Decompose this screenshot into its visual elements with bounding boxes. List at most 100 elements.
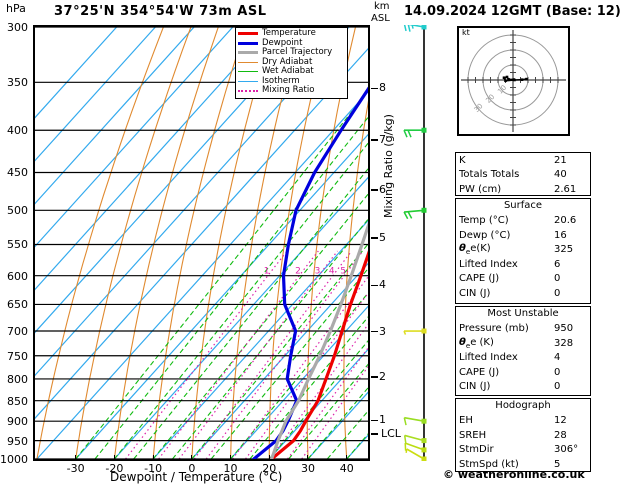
table-row: Pressure (mb) 950 — [456, 322, 590, 337]
pressure-tick-500: 500 — [7, 204, 28, 218]
legend-label: Parcel Trajectory — [262, 47, 333, 58]
table-row: Temp (°C) 20.6 — [456, 214, 590, 229]
table-key: Dewp (°C) — [459, 229, 511, 241]
legend-label: Dry Adiabat — [262, 56, 313, 67]
legend-item-dewpoint: Dewpoint — [238, 37, 345, 49]
table-row: θee(K) 325 — [456, 243, 590, 258]
table-value: 325 — [554, 244, 574, 256]
svg-text:1: 1 — [264, 267, 270, 277]
temp-tick-40: 40 — [339, 462, 354, 475]
page-title: 37°25'N 354°54'W 73m ASL — [54, 4, 267, 19]
legend-item-temperature: Temperature — [238, 29, 345, 39]
table-value: 2.61 — [554, 183, 577, 195]
table-row: SREH 28 — [456, 428, 590, 443]
temp-tick-mark — [191, 455, 193, 461]
legend-swatch — [238, 89, 258, 92]
table-value: 0 — [554, 366, 561, 378]
legend-swatch — [238, 51, 258, 55]
table-key: SREH — [459, 429, 487, 441]
legend-item-parcel-trajectory: Parcel Trajectory — [238, 48, 345, 58]
table-key: CIN (J) — [459, 381, 491, 393]
surface-table: Surface Temp (°C) 20.6 Dewp (°C) 16 θee(K) 325… — [455, 198, 591, 304]
table-row: CAPE (J) 0 — [456, 272, 590, 287]
table-row: Dewp (°C) 16 — [456, 228, 590, 243]
temp-tick-mark — [75, 455, 77, 461]
temp-tick-mark — [268, 455, 270, 461]
table-key: CAPE (J) — [459, 273, 500, 285]
table-row: Lifted Index 6 — [456, 257, 590, 272]
temp-tick--10: -10 — [144, 462, 163, 475]
temp-tick--20: -20 — [105, 462, 124, 475]
height-tick-7: 7 — [379, 132, 386, 146]
pressure-tick-600: 600 — [7, 269, 28, 283]
svg-text:20: 20 — [484, 93, 496, 105]
pressure-tick-650: 650 — [7, 298, 28, 312]
table-key: Pressure (mb) — [459, 323, 529, 335]
temp-tick-10: 10 — [223, 462, 238, 475]
table-row: StmDir 306° — [456, 443, 590, 458]
svg-text:5: 5 — [340, 267, 346, 277]
height-tick-6: 6 — [379, 182, 386, 196]
height-tick-mark-2 — [371, 376, 378, 378]
legend-label: Dewpoint — [262, 37, 303, 48]
temp-tick-mark — [113, 455, 115, 461]
legend-label: Isotherm — [262, 75, 300, 86]
wind-barb-950 — [403, 434, 427, 444]
height-tick-mark-7 — [371, 139, 378, 141]
table-value: 40 — [554, 169, 567, 181]
table-key: Totals Totals — [459, 169, 520, 181]
table-row: Totals Totals 40 — [456, 168, 590, 183]
table-value: 20.6 — [554, 215, 577, 227]
pressure-tick-550: 550 — [7, 238, 28, 252]
temp-tick-mark — [152, 455, 154, 461]
table-row: CIN (J) 0 — [456, 380, 590, 395]
pressure-tick-400: 400 — [7, 124, 28, 138]
wind-barb-300 — [403, 22, 427, 32]
table-row: PW (cm) 2.61 — [456, 182, 590, 197]
pressure-tick-900: 900 — [7, 415, 28, 429]
height-tick-5: 5 — [379, 230, 386, 244]
table-key: Temp (°C) — [459, 215, 509, 227]
table-value: 4 — [554, 352, 561, 364]
legend-label: Temperature — [262, 28, 316, 39]
wind-barbs — [403, 22, 427, 462]
height-tick-3: 3 — [379, 324, 386, 338]
pressure-tick-300: 300 — [7, 21, 28, 34]
mixing-ratio-axis-title: Mixing Ratio (g/kg) — [382, 114, 395, 218]
most-unstable-table: Most Unstable Pressure (mb) 950 θee (K) 328 L… — [455, 306, 591, 396]
legend-label: Mixing Ratio — [262, 85, 315, 96]
svg-text:4: 4 — [329, 267, 335, 277]
table-value: 28 — [554, 429, 567, 441]
lcl-label: LCL — [381, 426, 401, 440]
table-key: Lifted Index — [459, 352, 518, 364]
height-tick-mark-4 — [371, 284, 378, 287]
table-key: PW (cm) — [459, 183, 502, 195]
temp-tick-30: 30 — [300, 462, 315, 475]
svg-text:30: 30 — [473, 102, 485, 114]
height-tick-mark-8 — [371, 87, 378, 90]
table-key: K — [459, 154, 466, 166]
table-key: θee (K) — [459, 336, 494, 350]
temp-tick-0: 0 — [188, 462, 196, 475]
temp-tick-20: 20 — [262, 462, 277, 475]
table-value: 21 — [554, 154, 567, 166]
legend-item-isotherm: Isotherm — [238, 75, 345, 87]
temp-tick-mark — [230, 455, 232, 461]
table-key: Lifted Index — [459, 258, 518, 270]
height-tick-4: 4 — [379, 278, 386, 292]
table-heading: Hodograph — [495, 400, 551, 411]
legend-swatch — [238, 41, 258, 45]
pressure-tick-850: 850 — [7, 394, 28, 408]
hodograph-unit-label: kt — [462, 28, 470, 37]
svg-text:2: 2 — [295, 267, 301, 277]
wind-barb-strip — [400, 22, 448, 462]
pressure-tick-350: 350 — [7, 76, 28, 90]
height-tick-8: 8 — [379, 81, 386, 95]
legend-swatch — [238, 71, 258, 73]
datetime-title: 14.09.2024 12GMT (Base: 12) — [404, 4, 621, 19]
hodograph-panel[interactable]: 10 20 30 — [457, 26, 570, 136]
legend-item-mixing-ratio: Mixing Ratio — [238, 86, 345, 96]
height-tick-2: 2 — [379, 369, 386, 383]
